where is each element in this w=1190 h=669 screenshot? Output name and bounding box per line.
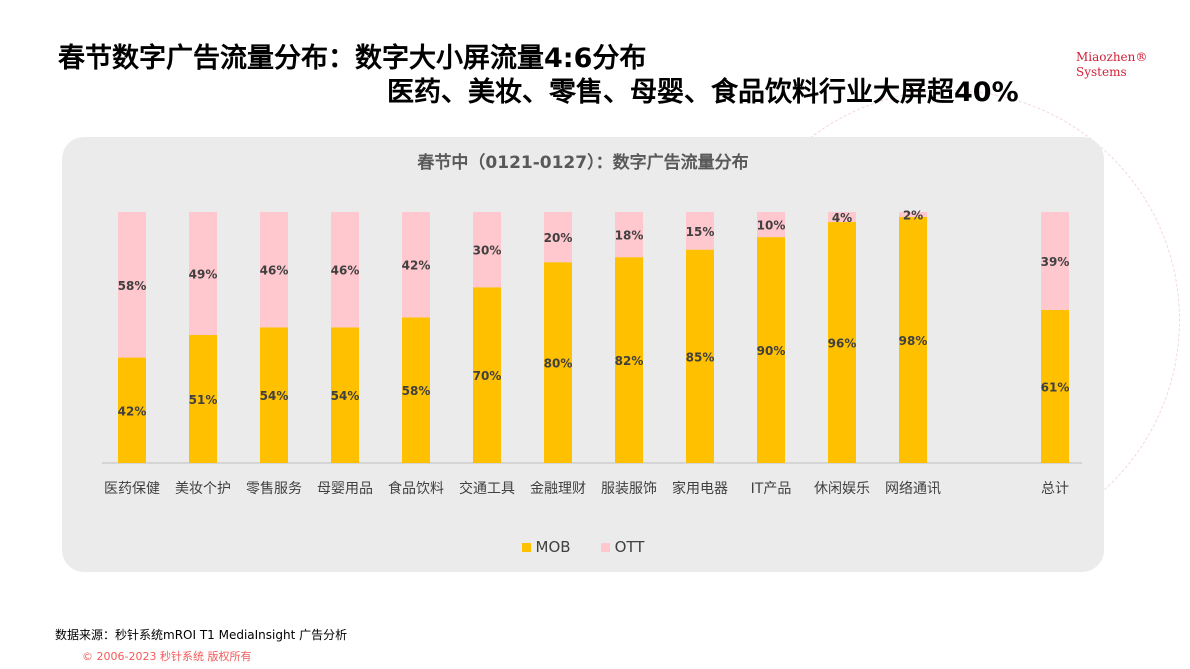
data-label: 42%: [402, 259, 431, 273]
data-label: 58%: [118, 279, 147, 293]
bar-ott: [828, 212, 856, 223]
bar-mob: [118, 357, 146, 463]
bar-ott: [189, 212, 217, 335]
bar-ott: [615, 212, 643, 258]
data-label: 39%: [1041, 255, 1070, 269]
bar-mob: [828, 222, 856, 463]
bar-mob: [544, 262, 572, 463]
data-label: 4%: [832, 211, 852, 225]
logo-line-1: Miaozhen®: [1076, 50, 1148, 64]
data-label: 70%: [473, 369, 502, 383]
bar-ott: [899, 212, 927, 218]
data-label: 61%: [1041, 380, 1070, 394]
legend-label-ott: OTT: [614, 538, 645, 556]
bar-mob: [402, 317, 430, 463]
data-label: 82%: [615, 354, 644, 368]
legend-swatch-ott: [600, 543, 610, 552]
stacked-bar-chart: 42% 58% 医药保健 51% 49% 美妆个护 54% 46% 零售服务 54% 46% 母婴用品…: [102, 209, 1082, 497]
bar-ott: [260, 212, 288, 328]
legend-item-mob: MOB: [521, 538, 571, 556]
bar-ott: [331, 212, 359, 328]
data-label: 20%: [544, 231, 573, 245]
bar-ott: [118, 212, 146, 358]
data-label: 98%: [899, 334, 928, 348]
data-label: 96%: [828, 337, 857, 351]
data-label: 46%: [331, 264, 360, 278]
bar-mob: [1041, 309, 1069, 463]
data-label: 54%: [331, 389, 360, 403]
bar-mob: [686, 249, 714, 463]
x-tick-label: 母婴用品: [317, 481, 373, 497]
logo-line-2: Systems: [1076, 65, 1127, 79]
legend-item-ott: OTT: [600, 538, 645, 556]
data-label: 58%: [402, 384, 431, 398]
legend-label-mob: MOB: [535, 538, 571, 556]
chart-card: 春节中（0121-0127）：数字广告流量分布 42% 58% 医药保健 51% 49%…: [62, 137, 1104, 572]
page-title: 春节数字广告流量分布：数字大小屏流量4:6分布: [58, 43, 647, 74]
data-label: 90%: [757, 344, 786, 358]
data-label: 42%: [118, 404, 147, 418]
data-label: 85%: [686, 350, 715, 364]
x-tick-label: 服装服饰: [601, 481, 657, 497]
bar-ott: [686, 212, 714, 250]
bar-ott: [544, 212, 572, 263]
data-label: 80%: [544, 357, 573, 371]
data-label: 51%: [189, 393, 218, 407]
bar-mob: [260, 327, 288, 463]
data-source: 数据来源：秒针系统mROI T1 MediaInsight 广告分析: [55, 628, 348, 642]
x-tick-label: 交通工具: [459, 480, 515, 497]
copyright: © 2006-2023 秒针系统 版权所有: [82, 650, 252, 663]
bar-mob: [473, 287, 501, 463]
bar-mob: [331, 327, 359, 463]
page-subtitle: 医药、美妆、零售、母婴、食品饮料行业大屏超40%: [387, 77, 1019, 108]
miaozhen-logo: Miaozhen® Systems: [1076, 50, 1176, 80]
legend: MOB OTT: [62, 538, 1104, 556]
bar-mob: [757, 237, 785, 463]
x-tick-label: 总计: [1041, 481, 1069, 497]
data-label: 10%: [757, 219, 786, 233]
bar-ott: [757, 212, 785, 238]
x-tick-label: 家用电器: [672, 480, 728, 497]
bar-ott: [402, 212, 430, 318]
data-label: 2%: [903, 209, 923, 223]
bar-mob: [189, 334, 217, 463]
legend-swatch-mob: [521, 543, 531, 552]
x-tick-label: 美妆个护: [175, 481, 231, 497]
bar-mob: [899, 217, 927, 463]
x-tick-label: 零售服务: [246, 481, 302, 497]
bar-ott: [1041, 212, 1069, 310]
data-label: 18%: [615, 229, 644, 243]
data-label: 54%: [260, 389, 289, 403]
x-tick-label: 休闲娱乐: [814, 481, 870, 497]
x-tick-label: 金融理财: [530, 481, 586, 497]
chart-title: 春节中（0121-0127）：数字广告流量分布: [417, 153, 749, 173]
data-label: 15%: [686, 225, 715, 239]
data-label: 46%: [260, 264, 289, 278]
bar-ott: [473, 212, 501, 288]
x-tick-label: 网络通讯: [885, 481, 941, 497]
data-label: 49%: [189, 267, 218, 281]
x-tick-label: 医药保健: [104, 481, 160, 497]
x-tick-label: 食品饮料: [388, 480, 444, 497]
x-tick-label: IT产品: [751, 481, 792, 497]
data-label: 30%: [473, 244, 502, 258]
bar-mob: [615, 257, 643, 463]
